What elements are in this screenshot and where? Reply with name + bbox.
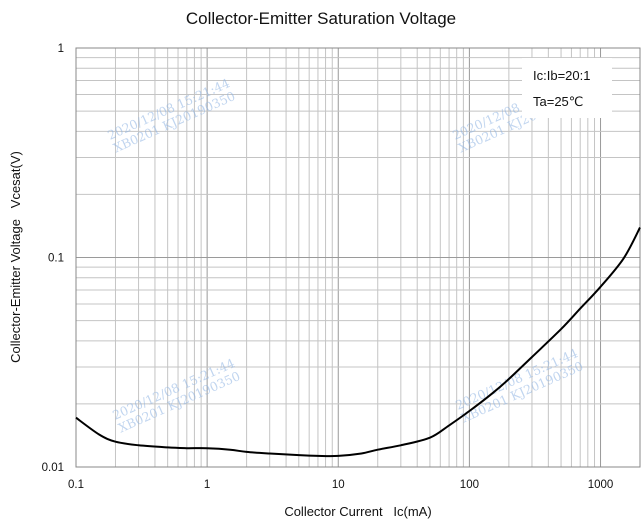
- chart-title: Collector-Emitter Saturation Voltage: [186, 9, 456, 28]
- legend-box: [522, 58, 612, 118]
- legend-entry-ratio: Ic:Ib=20:1: [533, 68, 590, 83]
- x-axis-label: Collector Current Ic(mA): [284, 504, 431, 519]
- x-tick-labels: 0.1 1 10 100 1000: [68, 479, 613, 491]
- y-tick-label: 1: [58, 43, 64, 55]
- y-tick-label: 0.01: [42, 462, 64, 474]
- x-tick-label: 1: [204, 479, 210, 491]
- x-tick-label: 10: [332, 479, 345, 491]
- plot-area-frame: [75, 47, 641, 468]
- x-tick-label: 1000: [588, 479, 614, 491]
- x-tick-label: 100: [460, 479, 479, 491]
- y-tick-label: 0.1: [48, 253, 64, 265]
- y-axis-label: Collector-Emitter Voltage Vcesat(V): [8, 151, 23, 363]
- legend: Ic:Ib=20:1 Ta=25℃: [522, 58, 612, 118]
- x-tick-label: 0.1: [68, 479, 84, 491]
- vcesat-curve: [75, 227, 641, 458]
- y-tick-labels: 0.01 0.1 1: [42, 43, 64, 474]
- legend-entry-temperature: Ta=25℃: [533, 94, 583, 109]
